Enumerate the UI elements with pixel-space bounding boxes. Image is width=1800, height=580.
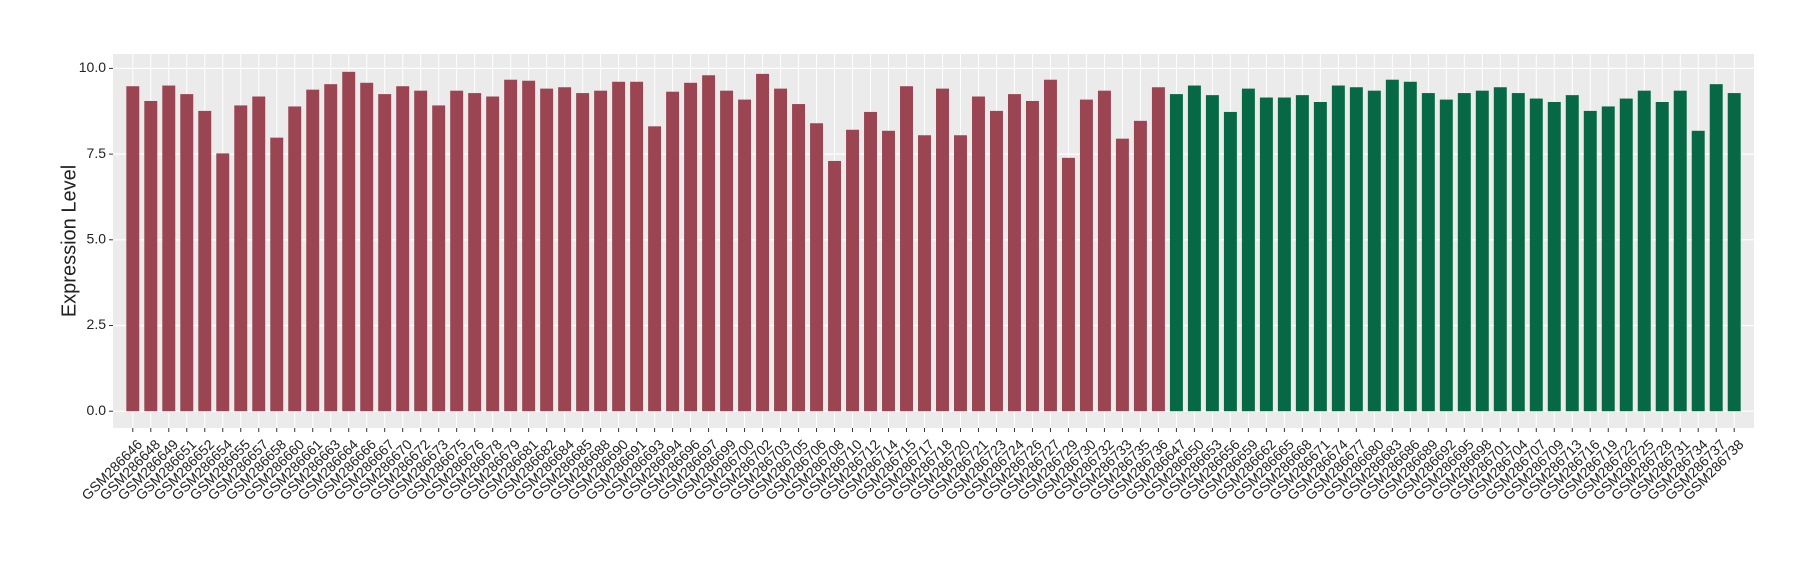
bar (936, 88, 949, 412)
bar (828, 160, 842, 412)
bar (1511, 93, 1525, 412)
bar (216, 153, 230, 412)
bar (1547, 101, 1561, 412)
bar (1493, 87, 1507, 412)
bar (612, 81, 626, 412)
bar (126, 86, 140, 412)
bar (1007, 94, 1021, 412)
bar (1583, 110, 1597, 412)
bar (144, 100, 158, 412)
bar (1097, 90, 1111, 412)
bar (972, 96, 985, 412)
bar (1601, 106, 1615, 412)
bar (396, 86, 410, 412)
bar (504, 79, 518, 412)
bar (900, 86, 913, 412)
bar (1691, 130, 1705, 412)
bar (648, 126, 662, 412)
bar (540, 88, 554, 412)
bar (1655, 101, 1669, 412)
bar (522, 80, 536, 412)
bar (306, 89, 320, 412)
bar (954, 135, 967, 412)
bar (1151, 87, 1165, 412)
bar (846, 129, 860, 412)
bar (1169, 94, 1183, 412)
bar (720, 90, 734, 412)
bar (1079, 99, 1093, 412)
bar (630, 81, 644, 412)
bar (1241, 88, 1255, 412)
bar (270, 137, 284, 412)
bar (882, 130, 895, 412)
bar (792, 104, 806, 412)
bar (1367, 90, 1381, 412)
y-tick-label: 5.0 (87, 231, 107, 247)
bar (324, 84, 338, 412)
bar (666, 91, 680, 412)
bar (594, 90, 608, 412)
bar (432, 105, 446, 412)
bar (1259, 97, 1273, 412)
bar (1403, 81, 1417, 412)
bar (738, 99, 752, 412)
bar (1457, 93, 1471, 412)
bar (1475, 90, 1489, 412)
bar (1223, 111, 1237, 412)
y-tick-label: 2.5 (87, 316, 107, 332)
bar (252, 96, 266, 412)
bar (1313, 101, 1327, 412)
y-tick-label: 10.0 (79, 59, 106, 75)
bar (1637, 90, 1651, 412)
bar (1529, 98, 1543, 412)
bar (1619, 98, 1633, 412)
bar (468, 93, 482, 412)
bar (1439, 99, 1453, 412)
bar (234, 105, 248, 412)
bar (756, 73, 770, 412)
bar (288, 106, 302, 412)
bar (1385, 79, 1399, 412)
panel (113, 54, 1754, 428)
bar (1421, 93, 1435, 412)
y-axis-title: Expression Level (58, 165, 80, 317)
bar (684, 82, 698, 412)
bar (198, 110, 212, 412)
bar (1565, 95, 1579, 412)
bar (1295, 95, 1309, 412)
bar (450, 90, 464, 412)
bar (1025, 100, 1039, 412)
bar (989, 110, 1003, 412)
bar (1061, 157, 1075, 412)
bar (162, 85, 176, 412)
bar (1331, 85, 1345, 412)
bar (576, 93, 590, 412)
y-tick-label: 0.0 (87, 402, 107, 418)
bar (414, 90, 428, 412)
bar (558, 87, 572, 412)
bar (1133, 120, 1147, 412)
bar (1727, 93, 1741, 412)
bar (360, 82, 374, 412)
bar (702, 75, 716, 412)
bar (1673, 90, 1687, 412)
bar (774, 88, 788, 412)
bar (864, 111, 878, 412)
bar (1115, 138, 1129, 412)
bar (180, 94, 194, 412)
bar (486, 96, 500, 412)
bar (810, 123, 824, 412)
bar (378, 94, 392, 412)
bar (342, 71, 356, 412)
bar (1205, 95, 1219, 412)
bar (1277, 97, 1291, 412)
y-tick-label: 7.5 (87, 145, 107, 161)
bar (918, 135, 931, 412)
bar (1043, 79, 1057, 412)
bar (1349, 87, 1363, 412)
bar (1187, 85, 1201, 412)
bar (1709, 84, 1723, 412)
